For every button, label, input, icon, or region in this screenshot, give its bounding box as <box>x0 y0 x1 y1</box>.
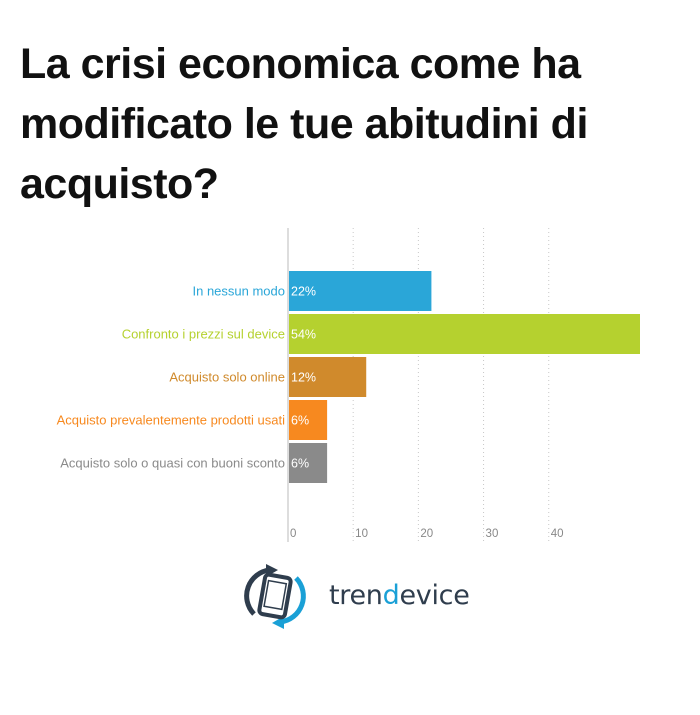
brand-wordmark: trendevice <box>329 580 470 611</box>
labels-layer: 22% In nessun modo 54% Confronto i prezzi s… <box>57 284 316 471</box>
ticks-layer: 0 10 20 30 40 <box>290 528 564 540</box>
category-label: Acquisto solo online <box>169 370 285 385</box>
x-tick-label: 0 <box>290 528 296 540</box>
bar <box>289 357 367 397</box>
data-label: 6% <box>291 414 309 428</box>
category-label: In nessun modo <box>192 284 285 299</box>
category-label: Acquisto prevalentemente prodotti usati <box>57 413 285 428</box>
bar <box>289 271 432 311</box>
data-label: 22% <box>291 285 316 299</box>
brand-accent: d <box>382 580 400 611</box>
chart-title: La crisi economica come ha modificato le… <box>20 40 588 208</box>
bar <box>289 443 328 483</box>
data-label: 54% <box>291 328 316 342</box>
brand-prefix: tren <box>329 580 383 611</box>
x-tick-label: 40 <box>551 528 564 540</box>
category-label: Acquisto solo o quasi con buoni sconto <box>60 456 285 471</box>
bar <box>289 314 640 354</box>
data-label: 6% <box>291 457 309 471</box>
x-tick-label: 20 <box>420 528 433 540</box>
brand-logo <box>240 562 480 632</box>
bars-layer <box>289 271 640 483</box>
refresh-phone-icon <box>244 564 306 629</box>
brand-suffix: evice <box>399 580 470 611</box>
category-label: Confronto i prezzi sul device <box>122 327 285 342</box>
data-label: 12% <box>291 371 316 385</box>
x-tick-label: 10 <box>355 528 368 540</box>
bar <box>289 400 328 440</box>
x-tick-label: 30 <box>486 528 499 540</box>
